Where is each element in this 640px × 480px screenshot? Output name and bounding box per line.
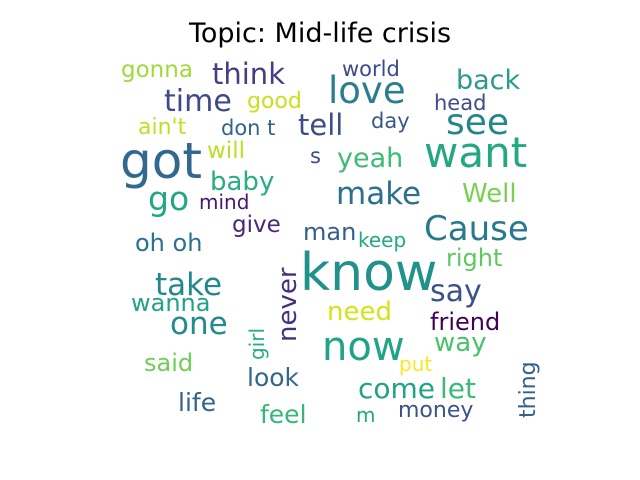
- word-head: head: [434, 91, 486, 115]
- word-will: will: [207, 138, 245, 164]
- word-now: now: [322, 324, 405, 370]
- word-oh-oh: oh oh: [135, 229, 202, 257]
- word-thing: thing: [516, 361, 541, 418]
- word-wanna: wanna: [131, 289, 210, 317]
- word-take: take: [155, 267, 222, 303]
- word-give: give: [232, 212, 281, 238]
- word-said: said: [144, 349, 193, 377]
- word-yeah: yeah: [337, 143, 403, 174]
- word-don-t: don t: [221, 116, 275, 140]
- word-look: look: [247, 363, 300, 392]
- word-gonna: gonna: [121, 57, 193, 83]
- word-see: see: [446, 102, 509, 143]
- word-day: day: [371, 109, 410, 133]
- word-world: world: [342, 57, 400, 81]
- word-think: think: [212, 57, 285, 91]
- word-go: go: [148, 179, 189, 218]
- word-need: need: [327, 297, 392, 327]
- word-man: man: [303, 218, 356, 246]
- word-money: money: [398, 398, 473, 423]
- word-friend: friend: [430, 308, 500, 336]
- word-come: come: [358, 372, 435, 405]
- word-say: say: [430, 274, 482, 309]
- word-one: one: [170, 306, 228, 342]
- word-make: make: [336, 176, 421, 212]
- word-love: love: [328, 69, 406, 112]
- word-life: life: [178, 388, 216, 417]
- word-m: m: [356, 403, 375, 427]
- word-ain-t: ain't: [138, 115, 187, 140]
- word-time: time: [164, 84, 232, 119]
- word-let: let: [440, 372, 476, 405]
- word-back: back: [456, 65, 521, 96]
- word-right: right: [446, 244, 502, 272]
- word-got: got: [120, 132, 202, 190]
- word-girl: girl: [245, 328, 269, 360]
- word-never: never: [273, 267, 303, 342]
- word-good: good: [247, 89, 302, 114]
- word-well: Well: [462, 179, 517, 209]
- word-mind: mind: [199, 190, 249, 214]
- chart-title: Topic: Mid-life crisis: [188, 18, 452, 49]
- word-want: want: [424, 128, 527, 177]
- word-way: way: [434, 328, 487, 358]
- word-tell: tell: [298, 108, 343, 142]
- word-baby: baby: [210, 167, 274, 197]
- word-feel: feel: [260, 400, 307, 429]
- word-keep: keep: [358, 228, 406, 252]
- word-know: know: [300, 243, 437, 303]
- word-put: put: [399, 352, 432, 376]
- word-s: s: [310, 144, 321, 168]
- word-cause: Cause: [424, 209, 529, 249]
